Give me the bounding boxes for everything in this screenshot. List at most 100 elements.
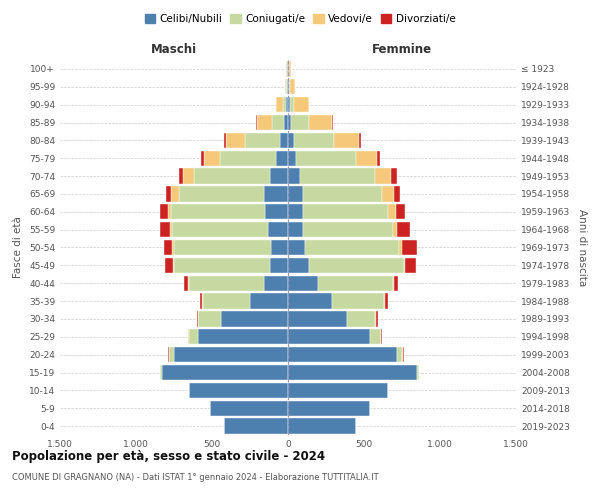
Bar: [174, 258, 270, 273]
Bar: [309, 115, 332, 130]
Bar: [393, 222, 397, 237]
Bar: [199, 329, 288, 344]
Bar: [211, 400, 288, 416]
Bar: [174, 347, 288, 362]
Bar: [289, 62, 291, 76]
Bar: [402, 347, 403, 362]
Bar: [288, 400, 370, 416]
Bar: [332, 294, 384, 308]
Bar: [172, 222, 268, 237]
Bar: [199, 312, 221, 326]
Bar: [396, 204, 405, 220]
Bar: [224, 133, 226, 148]
Bar: [334, 133, 359, 148]
Bar: [160, 365, 162, 380]
Bar: [194, 168, 270, 184]
Bar: [356, 150, 377, 166]
Bar: [280, 133, 288, 148]
Text: Femmine: Femmine: [372, 44, 432, 57]
Bar: [289, 79, 290, 94]
Bar: [165, 258, 173, 273]
Bar: [179, 168, 183, 184]
Bar: [169, 347, 174, 362]
Bar: [250, 294, 288, 308]
Bar: [164, 240, 172, 255]
Bar: [173, 258, 174, 273]
Bar: [189, 276, 263, 291]
Bar: [402, 240, 417, 255]
Bar: [287, 79, 288, 94]
Bar: [288, 294, 332, 308]
Bar: [394, 276, 398, 291]
Bar: [399, 240, 402, 255]
Bar: [288, 168, 300, 184]
Bar: [288, 115, 291, 130]
Bar: [256, 115, 257, 130]
Bar: [202, 294, 203, 308]
Bar: [200, 294, 202, 308]
Bar: [370, 329, 381, 344]
Bar: [288, 347, 397, 362]
Bar: [319, 276, 393, 291]
Bar: [224, 418, 288, 434]
Bar: [417, 365, 419, 380]
Bar: [202, 150, 205, 166]
Bar: [265, 204, 288, 220]
Bar: [288, 383, 388, 398]
Bar: [374, 168, 391, 184]
Bar: [391, 168, 397, 184]
Bar: [303, 204, 388, 220]
Bar: [168, 347, 169, 362]
Bar: [381, 329, 382, 344]
Bar: [245, 133, 280, 148]
Bar: [286, 62, 287, 76]
Bar: [189, 383, 288, 398]
Bar: [376, 312, 377, 326]
Bar: [288, 204, 303, 220]
Bar: [271, 240, 288, 255]
Bar: [189, 329, 199, 344]
Bar: [203, 294, 250, 308]
Text: Popolazione per età, sesso e stato civile - 2024: Popolazione per età, sesso e stato civil…: [12, 450, 325, 463]
Bar: [288, 329, 370, 344]
Bar: [347, 312, 376, 326]
Bar: [309, 258, 404, 273]
Bar: [291, 115, 309, 130]
Bar: [286, 97, 288, 112]
Bar: [220, 150, 276, 166]
Bar: [288, 186, 303, 202]
Bar: [221, 312, 288, 326]
Bar: [288, 222, 303, 237]
Bar: [162, 365, 288, 380]
Bar: [270, 168, 288, 184]
Bar: [284, 115, 288, 130]
Bar: [388, 204, 396, 220]
Y-axis label: Anni di nascita: Anni di nascita: [577, 209, 587, 286]
Bar: [160, 204, 168, 220]
Bar: [226, 133, 245, 148]
Y-axis label: Fasce di età: Fasce di età: [13, 216, 23, 278]
Bar: [288, 240, 305, 255]
Bar: [179, 186, 263, 202]
Bar: [268, 222, 288, 237]
Legend: Celibi/Nubili, Coniugati/e, Vedovi/e, Divorziati/e: Celibi/Nubili, Coniugati/e, Vedovi/e, Di…: [140, 10, 460, 29]
Bar: [288, 150, 296, 166]
Bar: [300, 168, 374, 184]
Bar: [288, 79, 289, 94]
Bar: [174, 240, 271, 255]
Bar: [288, 62, 289, 76]
Bar: [160, 222, 170, 237]
Bar: [272, 115, 284, 130]
Bar: [288, 258, 309, 273]
Bar: [285, 79, 286, 94]
Bar: [184, 276, 188, 291]
Bar: [288, 276, 319, 291]
Bar: [276, 97, 283, 112]
Bar: [172, 240, 174, 255]
Bar: [188, 276, 189, 291]
Bar: [288, 365, 417, 380]
Bar: [290, 97, 294, 112]
Bar: [397, 347, 402, 362]
Bar: [183, 168, 194, 184]
Bar: [384, 294, 385, 308]
